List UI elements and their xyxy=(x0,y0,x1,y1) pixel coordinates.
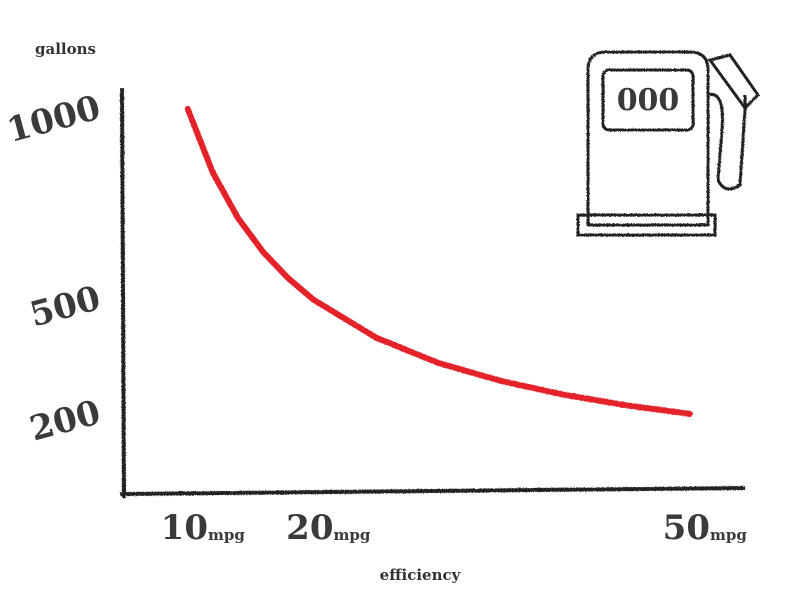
y-axis-label: gallons xyxy=(35,40,96,58)
axes xyxy=(119,87,746,499)
y-tick-label: 500 xyxy=(26,278,105,335)
pump-display: 000 xyxy=(617,83,680,118)
y-tick-label: 200 xyxy=(26,393,105,450)
y-tick-label: 1000 xyxy=(3,88,105,151)
x-axis xyxy=(119,486,746,496)
pump-hose xyxy=(707,92,747,191)
pump-base xyxy=(576,213,717,237)
x-tick-label: 10mpg xyxy=(161,508,246,548)
y-axis xyxy=(120,87,126,499)
x-tick-label: 50mpg xyxy=(663,508,748,548)
pump-nozzle xyxy=(707,53,760,111)
x-tick-label: 20mpg xyxy=(286,508,371,548)
gas-pump xyxy=(576,50,760,237)
data-line xyxy=(184,106,693,417)
pump-screen xyxy=(601,68,695,132)
x-axis-label: efficiency xyxy=(380,566,462,584)
pump-body xyxy=(586,50,710,227)
